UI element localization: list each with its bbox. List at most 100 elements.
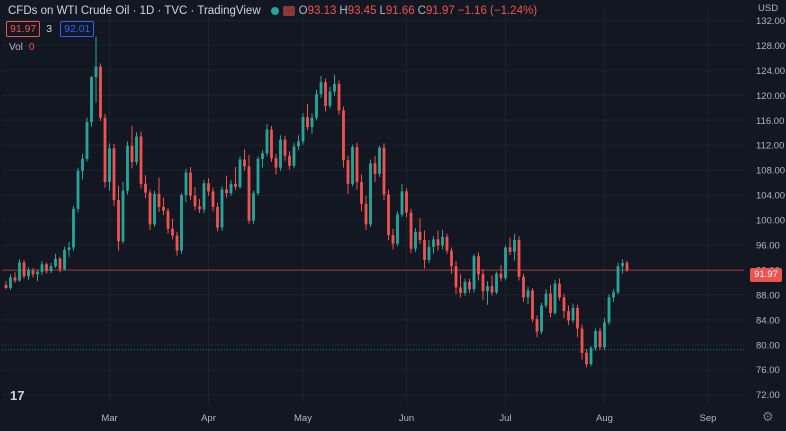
price-tick-label: 132.00 — [756, 16, 785, 27]
candle-body — [67, 247, 71, 250]
candle-body — [175, 235, 179, 251]
candle-body — [580, 328, 584, 353]
symbol-title[interactable]: CFDs on WTI Crude Oil · 1D · TVC · Tradi… — [8, 5, 261, 17]
candle-body — [225, 189, 228, 194]
candle-body — [544, 293, 548, 306]
candle-body — [418, 231, 422, 240]
volume-legend: Vol 0 — [9, 42, 34, 53]
price-tick-label: 100.00 — [756, 216, 785, 227]
candle-body — [571, 307, 575, 321]
candle-body — [603, 322, 606, 348]
tradingview-logo[interactable]: 17 — [10, 388, 25, 403]
candle-body — [126, 145, 129, 191]
candle-body — [400, 191, 404, 215]
flag-icon[interactable] — [282, 6, 295, 16]
time-tick-label: Mar — [101, 413, 117, 424]
price-tick-label: 124.00 — [756, 66, 785, 77]
candle-body — [625, 262, 629, 271]
candle-body — [319, 82, 323, 95]
candle-body — [405, 191, 408, 213]
candle-body — [54, 258, 57, 267]
candle-body — [121, 190, 125, 242]
market-status-icon[interactable] — [270, 7, 279, 15]
candle-body — [531, 290, 534, 320]
candle-body — [270, 129, 273, 159]
volume-value: 0 — [28, 42, 35, 53]
candle-body — [99, 66, 102, 118]
candle-body — [540, 305, 543, 332]
candle-body — [396, 214, 399, 244]
candle-body — [472, 256, 476, 290]
candlestick-series — [4, 36, 629, 368]
candle-body — [4, 284, 8, 289]
candle-body — [355, 147, 359, 182]
time-tick-label: May — [294, 413, 312, 424]
candle-body — [454, 266, 458, 288]
candle-body — [337, 84, 341, 111]
candle-body — [18, 262, 21, 281]
candle-body — [558, 283, 561, 298]
candle-body — [576, 307, 579, 329]
candle-body — [31, 270, 35, 275]
candle-body — [477, 256, 480, 275]
candle-body — [432, 239, 435, 247]
candle-body — [297, 141, 300, 147]
candle-body — [189, 172, 192, 196]
candle-body — [90, 77, 93, 123]
candle-body — [486, 286, 489, 292]
time-tick-label: Apr — [201, 413, 216, 424]
candle-body — [306, 117, 309, 128]
candle-body — [616, 266, 620, 293]
candle-body — [63, 249, 66, 270]
candle-body — [198, 206, 201, 210]
low-value: 91.66 — [385, 5, 415, 17]
candle-body — [252, 193, 255, 221]
candle-body — [40, 264, 44, 272]
candle-body — [247, 166, 251, 221]
sell-button[interactable]: 91.97 — [6, 21, 41, 37]
candle-body — [409, 212, 413, 249]
time-axis[interactable]: MarAprMayJunJulAugSepOct24 — [101, 413, 786, 424]
candle-body — [459, 287, 462, 293]
open-key: O — [298, 5, 308, 17]
candle-body — [157, 193, 161, 207]
high-key: H — [339, 5, 348, 17]
candle-body — [522, 276, 525, 298]
chart-grid — [2, 8, 744, 404]
symbol-legend: CFDs on WTI Crude Oil · 1D · TVC · Tradi… — [8, 5, 540, 17]
candle-body — [481, 274, 485, 292]
buy-button[interactable]: 92.01 — [60, 21, 95, 37]
currency-label[interactable]: USD — [758, 3, 779, 14]
candle-body — [553, 283, 557, 313]
price-tick-label: 72.00 — [756, 390, 780, 401]
candle-body — [463, 281, 467, 293]
candle-body — [130, 145, 134, 163]
price-axis[interactable]: 72.0076.0080.0084.0088.0092.0096.00100.0… — [756, 16, 785, 401]
candle-body — [292, 146, 296, 166]
spread-value: 3 — [46, 23, 53, 35]
gear-icon[interactable]: ⚙ — [762, 409, 774, 424]
candle-body — [508, 247, 512, 252]
last-price-tag: 91.97 — [750, 268, 782, 282]
candle-body — [243, 159, 246, 167]
candle-body — [256, 158, 260, 194]
trade-buttons: 91.97 3 92.01 — [6, 21, 95, 37]
candle-body — [427, 246, 431, 260]
candle-body — [58, 258, 62, 270]
price-tick-label: 84.00 — [756, 315, 780, 326]
candle-body — [333, 84, 336, 92]
price-tick-label: 76.00 — [756, 365, 780, 376]
candle-body — [504, 247, 507, 279]
candle-body — [27, 270, 30, 277]
candle-body — [445, 236, 449, 251]
candle-body — [436, 239, 440, 246]
candle-body — [499, 273, 503, 279]
candle-body — [450, 250, 453, 267]
candle-body — [310, 117, 314, 128]
price-tick-label: 128.00 — [756, 41, 785, 52]
candle-body — [220, 189, 224, 228]
volume-label[interactable]: Vol — [9, 42, 23, 53]
candle-body — [301, 117, 305, 142]
candle-body — [567, 311, 570, 321]
